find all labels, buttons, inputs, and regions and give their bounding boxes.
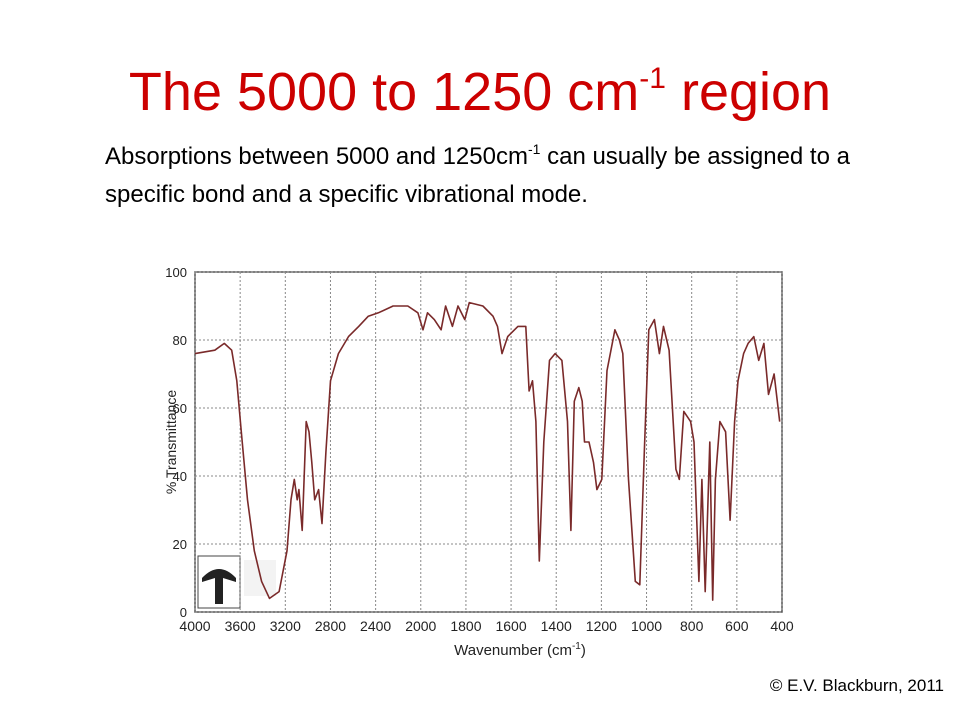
x-label-text: Wavenumber (cm	[454, 642, 572, 659]
y-tick-label: 60	[173, 401, 187, 416]
body-text: can usually be assigned to a specific bo…	[105, 143, 850, 208]
x-tick-label: 1000	[631, 618, 662, 634]
x-label-superscript: -1	[572, 641, 581, 652]
title-superscript: -1	[639, 62, 666, 95]
x-axis-label: Wavenumber (cm-1)	[454, 641, 586, 659]
logo-mark	[202, 569, 236, 604]
x-tick-label: 4000	[179, 618, 210, 634]
y-axis-label: % Transmittance	[163, 390, 179, 494]
title-text: region	[665, 62, 832, 122]
copyright: © E.V. Blackburn, 2011	[769, 676, 944, 695]
x-tick-label: 3200	[270, 618, 301, 634]
x-tick-label: 2800	[315, 618, 346, 634]
x-tick-label: 2400	[360, 618, 391, 634]
x-tick-label: 600	[725, 618, 749, 634]
logo	[197, 555, 276, 609]
y-tick-label: 0	[180, 605, 187, 620]
body-superscript: -1	[527, 141, 541, 157]
slide-body: Absorptions between 5000 and 1250cm-1 ca…	[105, 138, 905, 214]
x-tick-label: 3600	[225, 618, 256, 634]
y-tick-label: 100	[165, 265, 187, 280]
spectrum-line	[194, 301, 781, 601]
y-tick-label: 20	[173, 537, 187, 552]
x-tick-label: 400	[770, 618, 794, 634]
y-tick-label: 40	[173, 469, 187, 484]
title-text: The 5000 to 1250 cm	[128, 62, 640, 122]
x-tick-label: 800	[680, 618, 704, 634]
x-tick-label: 2000	[405, 618, 436, 634]
x-tick-label: 1800	[450, 618, 481, 634]
x-tick-label: 1600	[495, 618, 526, 634]
x-label-text: )	[581, 642, 586, 659]
body-text: Absorptions between 5000 and 1250cm	[105, 143, 528, 170]
x-tick-label: 1400	[541, 618, 572, 634]
slide-title: The 5000 to 1250 cm-1 region	[0, 60, 960, 124]
y-tick-label: 80	[173, 333, 187, 348]
x-tick-label: 1200	[586, 618, 617, 634]
